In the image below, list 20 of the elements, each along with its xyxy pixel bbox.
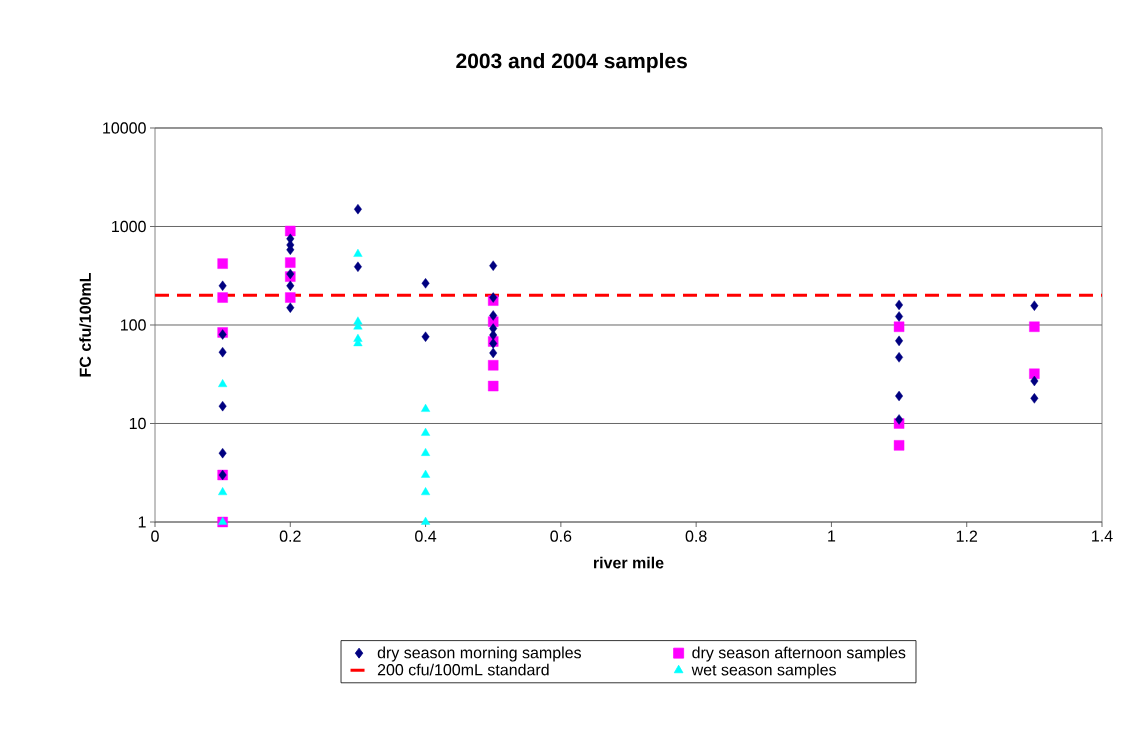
chart-title: 2003 and 2004 samples xyxy=(456,52,687,73)
x-tick-label: 1.2 xyxy=(956,530,978,542)
x-tick-label: 0.4 xyxy=(415,530,437,542)
x-axis-title: river mile xyxy=(593,556,664,569)
x-tick-label: 0.8 xyxy=(685,530,707,542)
legend-label: wet season samples xyxy=(691,663,836,679)
y-tick-label: 100 xyxy=(121,319,146,331)
x-tick-label: 1 xyxy=(828,530,836,542)
legend-label: dry season afternoon samples xyxy=(692,646,906,662)
y-tick-label: 10000 xyxy=(103,122,146,134)
x-tick-label: 0.2 xyxy=(279,530,301,542)
y-tick-label: 1 xyxy=(138,516,146,528)
y-tick-label: 10 xyxy=(129,417,146,430)
x-tick-label: 0 xyxy=(151,530,159,542)
y-tick-label: 1000 xyxy=(112,220,146,233)
legend-label: dry season morning samples xyxy=(377,646,582,662)
y-axis-title: FC cfu/100mL xyxy=(79,273,92,377)
x-tick-label: 0.6 xyxy=(550,530,572,542)
x-tick-label: 1.4 xyxy=(1092,530,1113,542)
legend-label: 200 cfu/100mL standard xyxy=(377,663,549,676)
